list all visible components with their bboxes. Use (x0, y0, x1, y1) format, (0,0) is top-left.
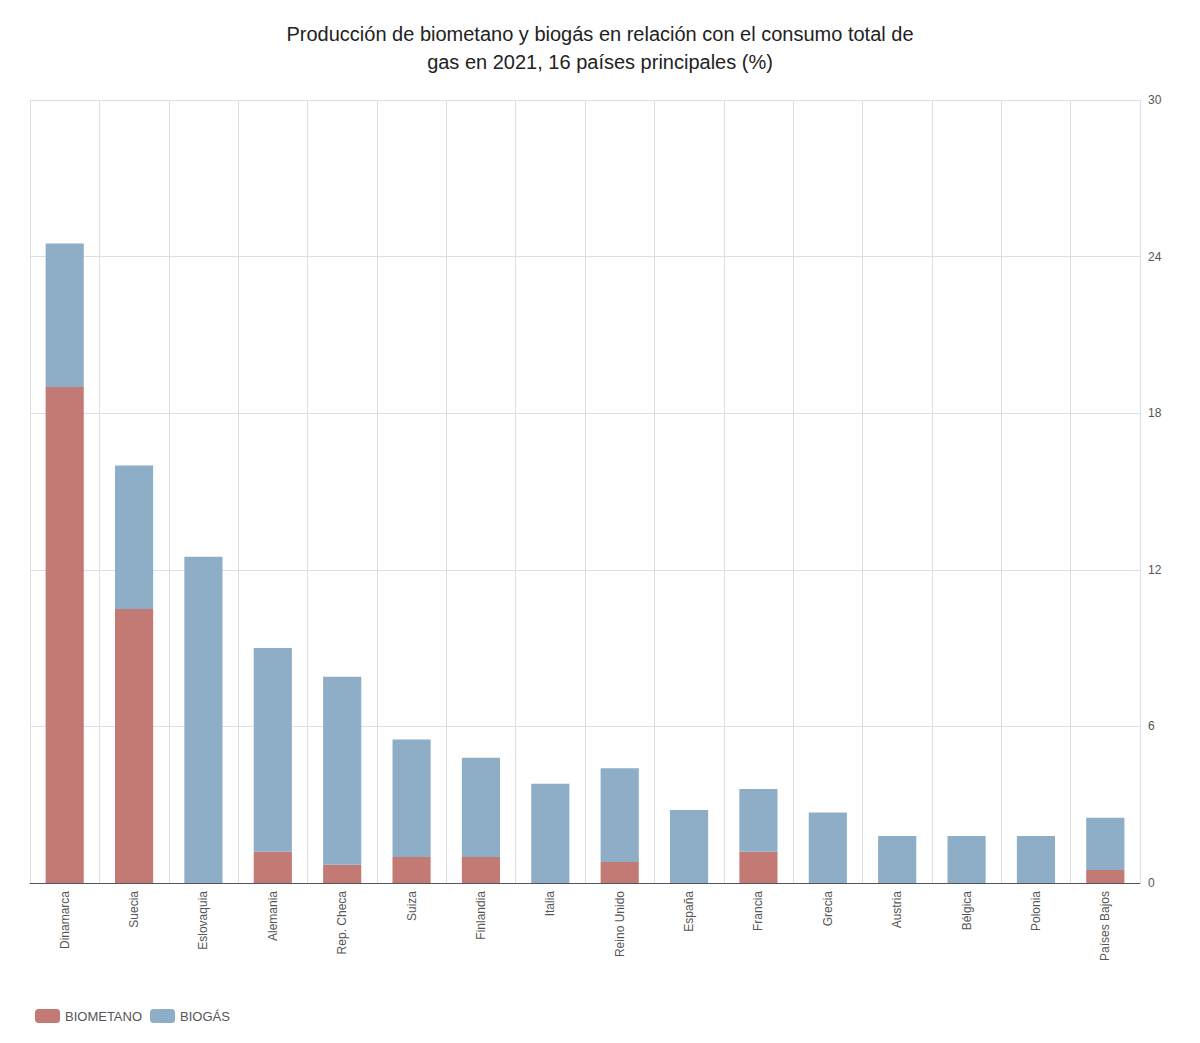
svg-text:18: 18 (1148, 406, 1162, 420)
svg-text:Bélgica: Bélgica (960, 891, 974, 931)
svg-text:Italia: Italia (543, 891, 557, 917)
svg-text:BIOMETANO: BIOMETANO (65, 1009, 142, 1024)
svg-text:30: 30 (1148, 93, 1162, 107)
svg-text:Polonia: Polonia (1029, 891, 1043, 931)
svg-text:0: 0 (1148, 876, 1155, 890)
svg-text:gas en 2021, 16 países princip: gas en 2021, 16 países principales (%) (427, 51, 773, 73)
svg-text:12: 12 (1148, 563, 1162, 577)
svg-text:Eslovaquia: Eslovaquia (196, 891, 210, 950)
svg-text:Alemania: Alemania (266, 891, 280, 941)
svg-text:Suecia: Suecia (127, 891, 141, 928)
svg-text:Producción de biometano y biog: Producción de biometano y biogás en rela… (286, 23, 913, 45)
svg-text:Francia: Francia (751, 891, 765, 931)
svg-text:Suiza: Suiza (405, 891, 419, 921)
svg-text:24: 24 (1148, 250, 1162, 264)
svg-text:Reino Unido: Reino Unido (613, 891, 627, 957)
svg-text:Finlandia: Finlandia (474, 891, 488, 940)
svg-text:Grecia: Grecia (821, 891, 835, 927)
svg-text:6: 6 (1148, 719, 1155, 733)
svg-text:Austria: Austria (890, 891, 904, 929)
svg-text:BIOGÁS: BIOGÁS (180, 1009, 230, 1024)
svg-text:Países Bajos: Países Bajos (1098, 891, 1112, 961)
svg-text:Rep. Checa: Rep. Checa (335, 891, 349, 955)
svg-text:Dinamarca: Dinamarca (58, 891, 72, 949)
svg-text:España: España (682, 891, 696, 932)
